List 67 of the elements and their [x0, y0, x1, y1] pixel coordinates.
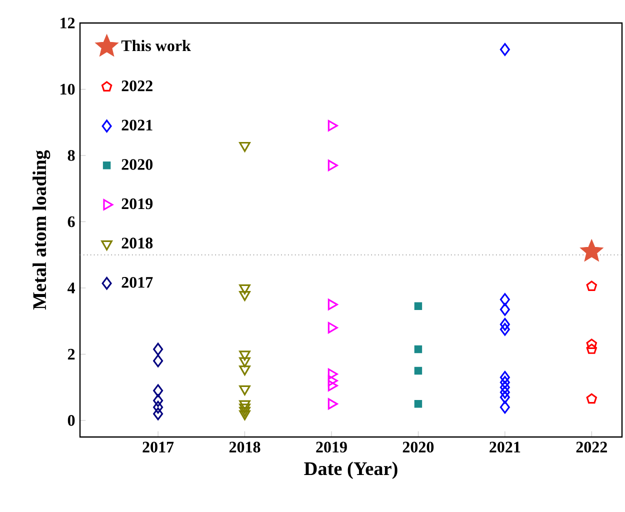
point: [500, 380, 510, 394]
point: [239, 400, 250, 410]
y-tick-label: 2: [68, 348, 75, 360]
legend-label: 2018: [122, 238, 153, 248]
point: [328, 160, 338, 172]
legend-label: 2019: [122, 198, 153, 210]
point: [153, 394, 164, 407]
y-tick-label: 6: [68, 216, 75, 228]
legend-label: 2020: [122, 159, 153, 170]
legend-label: This work: [121, 40, 191, 52]
point: [414, 344, 423, 354]
point: [328, 298, 338, 310]
x-tick-label: 2020: [402, 442, 434, 452]
point: [500, 43, 510, 56]
y-axis-title: Metal atom loading: [32, 150, 50, 310]
y-tick-label: 4: [68, 282, 75, 294]
point: [500, 318, 510, 331]
point: [328, 368, 338, 380]
x-tick-label: 2022: [576, 442, 607, 452]
x-tick-label: 2017: [142, 442, 174, 452]
legend-label: 2021: [122, 120, 152, 131]
point: [500, 390, 510, 404]
point: [328, 398, 338, 410]
point: [500, 293, 510, 306]
x-tick-label: 2019: [316, 442, 347, 452]
y-tick-label: 10: [60, 84, 75, 95]
x-tick-label: 2021: [490, 442, 520, 452]
point: [500, 322, 510, 336]
point: [328, 380, 338, 392]
point: [586, 344, 598, 354]
point: [328, 375, 338, 386]
x-axis-title: Date (Year): [304, 462, 398, 480]
point: [328, 322, 338, 334]
point: [153, 384, 164, 398]
point: [500, 370, 510, 384]
point: [500, 303, 510, 316]
point: [414, 399, 423, 409]
point: [239, 404, 250, 414]
point: [586, 280, 598, 291]
point: [239, 142, 250, 152]
point: [239, 284, 250, 294]
y-tick-label: 12: [60, 18, 75, 28]
point: [500, 376, 510, 389]
point: [500, 400, 510, 414]
point: [328, 120, 338, 132]
y-tick-label: 8: [68, 150, 75, 161]
point: [153, 342, 164, 356]
point: [580, 239, 604, 262]
point: [239, 366, 250, 376]
point: [239, 350, 250, 361]
legend-label: 2022: [122, 80, 152, 92]
legend-label: 2017: [122, 276, 153, 288]
point: [239, 385, 250, 396]
point: [239, 290, 250, 301]
point: [153, 354, 164, 368]
y-tick-label: 0: [68, 415, 75, 426]
x-tick-label: 2018: [229, 442, 260, 452]
point: [239, 357, 250, 368]
point: [153, 400, 164, 414]
point: [414, 366, 423, 376]
point: [500, 386, 510, 399]
point: [586, 338, 598, 349]
point: [153, 407, 164, 420]
point: [239, 406, 250, 417]
point: [586, 393, 598, 404]
point: [414, 302, 423, 311]
point: [239, 410, 250, 420]
